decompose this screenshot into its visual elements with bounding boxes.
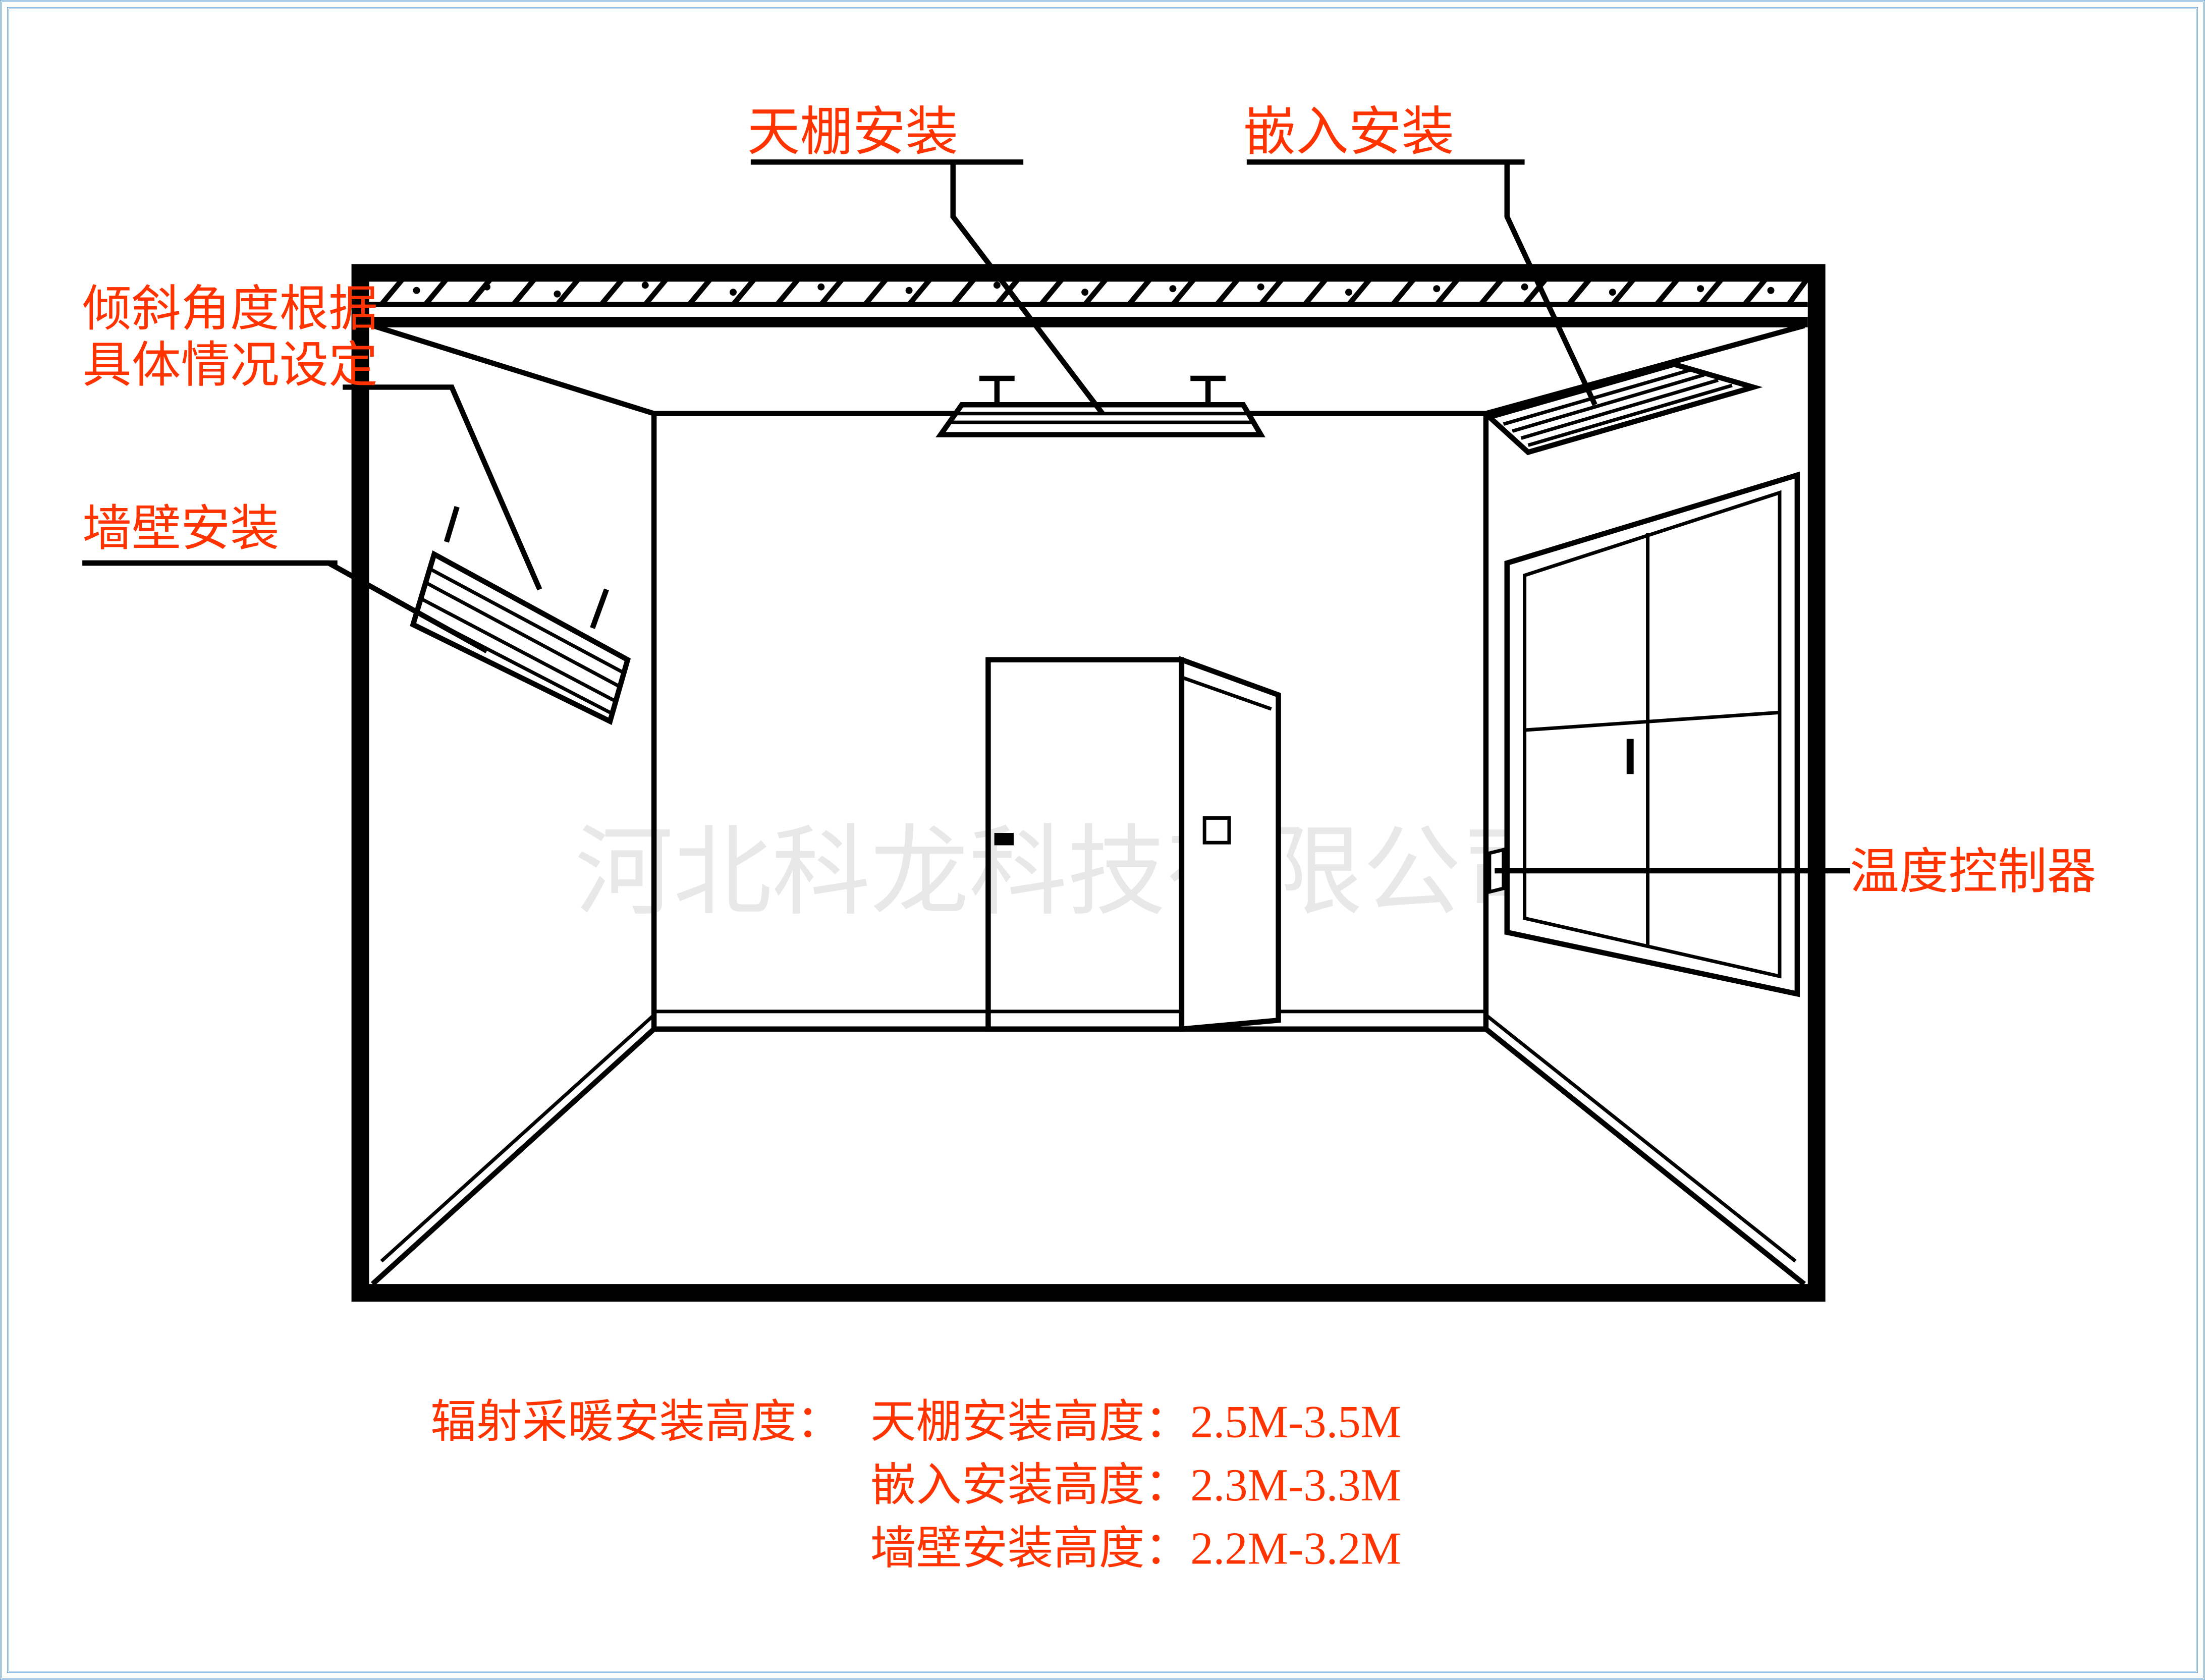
footer-block: 辐射采暖安装高度： 天棚安装高度： 2.5M-3.5M 嵌入安装高度： 2.3M… (430, 1396, 1401, 1574)
left-baseboard (381, 1015, 654, 1261)
footer-row2-name: 墙壁安装高度： (870, 1523, 1190, 1574)
label-thermostat: 温度控制器 (1850, 845, 2096, 900)
ceiling-heater (941, 378, 1260, 435)
footer-row0-name: 天棚安装高度： (870, 1396, 1190, 1447)
label-recessed: 嵌入安装 (1243, 103, 1454, 161)
recessed-heater (1490, 364, 1753, 452)
outer-double-frame: 河北科龙科技有限公司 (0, 0, 2205, 1680)
inner-double-frame: 河北科龙科技有限公司 (7, 7, 2198, 1673)
window (1507, 475, 1797, 994)
watermark-text: 河北科龙科技有限公司 (575, 817, 1560, 927)
footer-row0-range: 2.5M-3.5M (1190, 1396, 1401, 1447)
footer-row2-range: 2.2M-3.2M (1190, 1523, 1401, 1574)
back-wall (654, 414, 1486, 1029)
label-wall: 墙壁安装 (82, 502, 279, 556)
label-ceiling: 天棚安装 (747, 103, 958, 161)
footer-row1-name: 嵌入安装高度： (870, 1460, 1190, 1510)
diagram-svg: 河北科龙科技有限公司 (9, 9, 2196, 1671)
right-baseboard (1486, 1015, 1795, 1261)
footer-prefix: 辐射采暖安装高度： (430, 1396, 842, 1447)
footer-row1-range: 2.3M-3.3M (1190, 1460, 1401, 1510)
leader-recessed (1507, 162, 1595, 405)
label-tilt-1: 倾斜角度根据 (82, 282, 378, 337)
leader-ceiling (953, 162, 1102, 413)
label-tilt-2: 具体情况设定 (82, 339, 378, 393)
